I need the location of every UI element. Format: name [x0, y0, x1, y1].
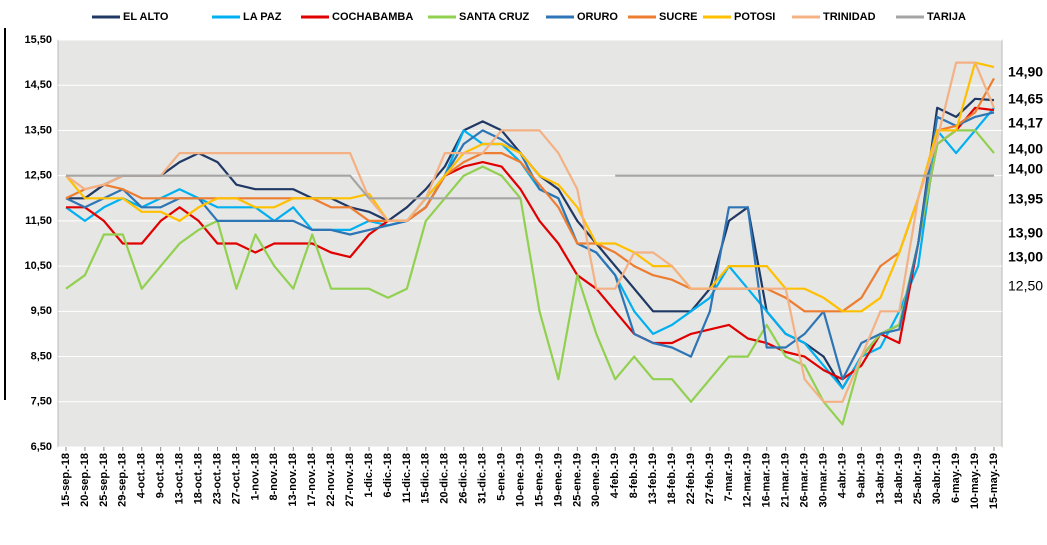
legend-label: TARIJA — [927, 11, 966, 23]
y-tick-label: 14,50 — [24, 79, 52, 91]
x-tick-label: 16-mar.-19 — [761, 453, 773, 507]
end-label: 14,17 — [1008, 115, 1043, 131]
x-tick-label: 25-ene.-19 — [571, 453, 583, 507]
y-tick-label: 8,50 — [31, 350, 52, 362]
x-tick-label: 9-abr.-19 — [855, 453, 867, 498]
x-tick-label: 31-dic.-18 — [477, 453, 489, 504]
x-tick-label: 22-feb.-19 — [685, 453, 697, 504]
x-tick-label: 13-feb.-19 — [647, 453, 659, 504]
x-tick-label: 17-nov.-18 — [306, 453, 318, 507]
series-line — [65, 61, 996, 403]
y-tick-label: 6,50 — [31, 441, 52, 453]
x-tick-label: 26-mar.-19 — [799, 453, 811, 507]
y-tick-label: 10,50 — [24, 260, 52, 272]
x-tick-label: 4-abr.-19 — [836, 453, 848, 498]
x-tick-label: 18-oct.-18 — [192, 453, 204, 504]
x-tick-label: 11-dic.-18 — [401, 453, 413, 503]
x-tick-label: 27-oct.-18 — [230, 453, 242, 504]
y-tick-label: 13,50 — [24, 124, 52, 136]
y-tick-label: 7,50 — [31, 396, 52, 408]
x-tick-label: 25-sep.-18 — [98, 453, 110, 507]
x-tick-label: 30-ene.-19 — [590, 453, 602, 507]
series-line — [65, 107, 995, 390]
x-tick-label: 18-feb.-19 — [666, 453, 678, 504]
y-tick-label: 11,50 — [25, 215, 52, 227]
x-tick-label: 1-dic.-18 — [363, 453, 375, 498]
x-tick-label: 6-dic.-18 — [382, 453, 394, 498]
legend-label: ORURO — [577, 11, 618, 23]
legend-label: EL ALTO — [123, 11, 169, 23]
x-tick-label: 10-ene.-19 — [514, 453, 526, 507]
x-tick-label: 8-nov.-18 — [268, 453, 280, 500]
legend-label: SUCRE — [659, 11, 698, 23]
end-label: 13,00 — [1008, 249, 1043, 265]
x-tick-label: 26-dic.-18 — [458, 453, 470, 504]
end-label: 12,50 — [1008, 278, 1043, 294]
y-tick-label: 12,50 — [24, 170, 52, 182]
x-tick-label: 22-nov.-18 — [325, 453, 337, 507]
x-tick-label: 15-ene.-19 — [533, 453, 545, 507]
series-line — [65, 61, 995, 313]
x-tick-label: 15-dic.-18 — [420, 453, 432, 504]
x-tick-label: 25-abr.-19 — [912, 453, 924, 504]
end-label: 14,00 — [1008, 141, 1043, 157]
x-tick-label: 13-nov.-18 — [287, 453, 299, 507]
plot-area — [57, 39, 1003, 448]
x-tick-label: 23-oct.-18 — [211, 453, 223, 504]
x-tick-label: 30-mar.-19 — [817, 453, 829, 507]
series-line — [66, 174, 994, 200]
x-tick-label: 12-mar.-19 — [742, 453, 754, 507]
x-tick-label: 5-ene.-19 — [495, 453, 507, 501]
legend-label: POTOSI — [734, 11, 775, 23]
end-label: 13,90 — [1008, 225, 1043, 241]
x-tick-label: 20-dic.-18 — [439, 453, 451, 504]
x-tick-label: 9-oct.-18 — [155, 453, 167, 498]
x-tick-label: 7-mar.-19 — [723, 453, 735, 501]
x-tick-label: 27-nov.-18 — [344, 453, 356, 507]
x-tick-label: 20-sep.-18 — [79, 453, 91, 507]
series-line — [65, 129, 995, 426]
x-tick-label: 4-oct.-18 — [136, 453, 148, 498]
end-label: 14,00 — [1008, 161, 1043, 177]
series-line — [66, 106, 995, 381]
y-tick-label: 9,50 — [31, 305, 52, 317]
x-tick-label: 13-abr.-19 — [874, 453, 886, 504]
legend-label: LA PAZ — [243, 11, 282, 23]
x-tick-label: 6-may.-19 — [950, 453, 962, 503]
x-tick-label: 15-may.-19 — [988, 453, 1000, 509]
legend-label: SANTA CRUZ — [459, 11, 530, 23]
x-tick-label: 19-ene.-19 — [552, 453, 564, 507]
legend-label: TRINIDAD — [823, 11, 876, 23]
legend-label: COCHABAMBA — [332, 11, 413, 23]
x-tick-label: 8-feb.-19 — [628, 453, 640, 498]
series-line — [65, 111, 995, 381]
end-label: 13,95 — [1008, 191, 1043, 207]
x-tick-label: 30-abr.-19 — [931, 453, 943, 504]
end-label: 14,90 — [1008, 64, 1043, 80]
end-label: 14,65 — [1008, 91, 1043, 107]
x-tick-label: 10-may.-19 — [969, 453, 981, 509]
x-tick-label: 1-nov.-18 — [249, 453, 261, 500]
x-tick-label: 21-mar.-19 — [780, 453, 792, 507]
x-tick-label: 27-feb.-19 — [704, 453, 716, 504]
x-tick-label: 4-feb.-19 — [609, 453, 621, 498]
x-tick-label: 29-sep.-18 — [117, 453, 129, 507]
x-tick-label: 13-oct.-18 — [174, 453, 186, 504]
x-tick-label: 15-sep.-18 — [60, 453, 72, 507]
x-tick-label: 18-abr.-19 — [893, 453, 905, 504]
y-tick-label: 15,50 — [24, 34, 52, 46]
